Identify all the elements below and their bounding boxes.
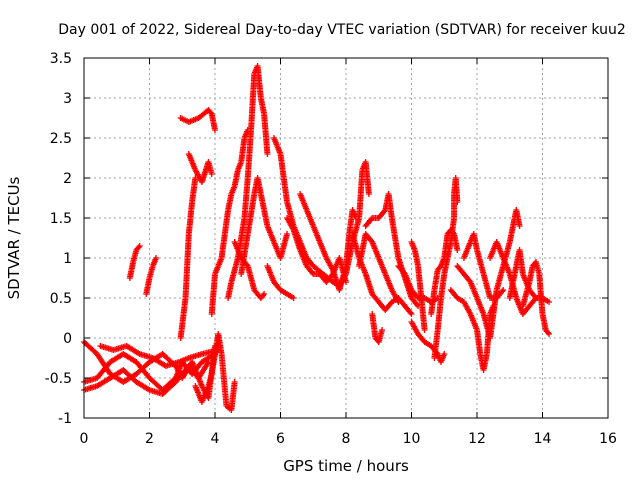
series-trace-l [225, 63, 271, 301]
data-point-markers [231, 239, 268, 301]
x-tick-label: 10 [403, 431, 421, 447]
series-trace-ac [447, 287, 497, 373]
series-trace-j [192, 331, 238, 413]
x-tick-label: 6 [276, 431, 285, 447]
series-trace-q [297, 191, 359, 293]
x-tick-labels: 0 2 4 6 8 10 12 14 16 [80, 431, 617, 447]
series-trace-g [177, 107, 218, 133]
series-trace-v [356, 231, 402, 305]
y-tick-label: 2.5 [50, 131, 72, 147]
series-trace-r [284, 215, 349, 285]
series-trace-f [143, 255, 160, 297]
series-trace-x [408, 239, 428, 333]
y-tick-label: 0 [63, 331, 72, 347]
y-tick-label: 1 [63, 251, 72, 267]
series-trace-p [264, 263, 297, 301]
y-tick-label: 2 [63, 171, 72, 187]
data-point-markers [238, 175, 291, 277]
x-tick-label: 16 [599, 431, 617, 447]
data-point-markers [208, 127, 251, 317]
data-point-markers [126, 243, 143, 281]
data-point-markers [460, 231, 507, 301]
data-point-markers [297, 191, 359, 293]
series-trace-aa [431, 175, 461, 361]
series-trace-m [238, 175, 291, 277]
series-trace-ag [519, 259, 553, 337]
x-tick-label: 4 [211, 431, 220, 447]
data-point-markers [264, 263, 297, 301]
data-point-markers [447, 287, 497, 373]
series-trace-y [408, 319, 448, 365]
data-point-markers [143, 255, 160, 297]
y-axis-label: SDTVAR / TECUs [5, 176, 23, 299]
data-point-markers [519, 259, 553, 337]
chart-title: Day 001 of 2022, Sidereal Day-to-day VTE… [58, 22, 626, 38]
series-trace-n [231, 239, 268, 301]
series-trace-d [97, 343, 222, 369]
x-axis-label: GPS time / hours [283, 457, 409, 475]
y-tick-label: -1 [58, 411, 72, 427]
y-tick-labels: -1 -0.5 0 0.5 1 1.5 2 2.5 3 3.5 [45, 51, 72, 427]
series-trace-h [185, 151, 215, 185]
data-point-markers [408, 239, 428, 333]
x-tick-label: 2 [145, 431, 154, 447]
y-tick-label: 1.5 [50, 211, 72, 227]
data-point-markers [185, 151, 215, 185]
data-point-markers [284, 215, 349, 285]
series-trace-e [126, 243, 143, 281]
data-point-markers [177, 175, 199, 341]
y-tick-label: 3.5 [50, 51, 72, 67]
x-tick-label: 12 [468, 431, 486, 447]
series-trace-u [369, 311, 386, 345]
series-trace-i [177, 175, 199, 341]
data-points [81, 63, 553, 413]
data-point-markers [97, 343, 222, 369]
x-tick-label: 8 [342, 431, 351, 447]
series-trace-k [208, 127, 251, 317]
y-tick-label: 3 [63, 91, 72, 107]
data-point-markers [431, 175, 461, 361]
data-point-markers [356, 231, 402, 305]
data-point-markers [225, 63, 271, 301]
x-tick-label: 14 [534, 431, 552, 447]
x-tick-label: 0 [80, 431, 89, 447]
data-point-markers [192, 331, 238, 413]
y-tick-label: 0.5 [50, 291, 72, 307]
tick-marks [83, 57, 609, 419]
y-tick-label: -0.5 [45, 371, 72, 387]
data-point-markers [177, 107, 218, 133]
data-point-markers [369, 311, 386, 345]
data-point-markers [408, 319, 448, 365]
series-trace-ad [460, 231, 507, 301]
